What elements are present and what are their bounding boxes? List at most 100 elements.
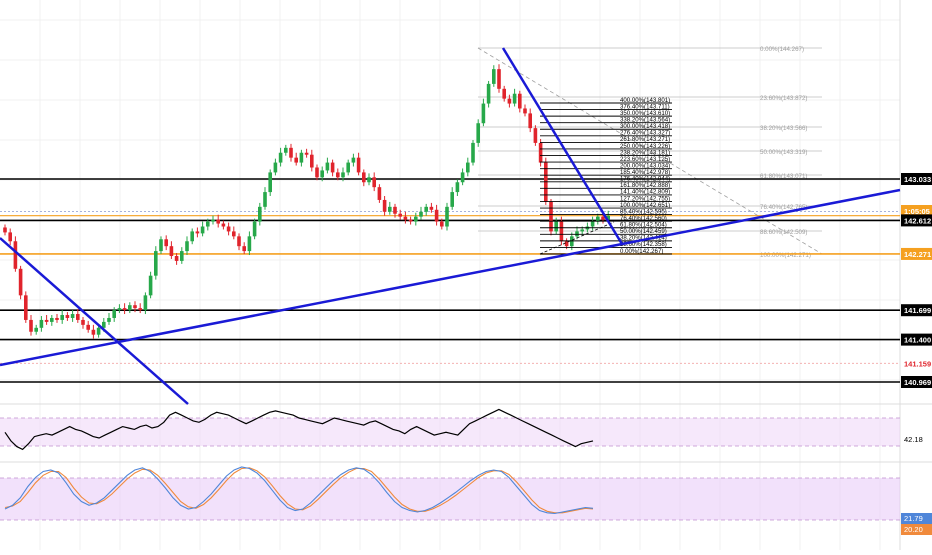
candle-body — [596, 216, 600, 222]
fib-retrace-label: 0.00%(144.267) — [760, 46, 804, 53]
fib-extension-label: 176.40%(142.944) — [620, 176, 670, 183]
candle-body — [278, 152, 283, 163]
fib-extension-label: 161.80%(142.888) — [620, 182, 670, 189]
candle-body — [60, 315, 64, 320]
candle-body — [601, 216, 605, 220]
candle-body — [304, 152, 309, 155]
candle-body — [164, 239, 168, 247]
candle-body — [39, 319, 44, 328]
fib-extension-label: 223.60%(143.125) — [620, 156, 670, 163]
candle-body — [408, 219, 413, 222]
candle-body — [221, 223, 226, 227]
price-label-142.271 — [901, 247, 932, 260]
candle-body — [414, 216, 418, 222]
candle-body — [518, 93, 522, 109]
fib-extension-label: 250.00%(143.226) — [620, 143, 670, 150]
fib-extension-label: 261.80%(143.271) — [620, 136, 670, 143]
candle-body — [91, 329, 96, 335]
candle-body — [128, 305, 132, 311]
trendlines[interactable] — [0, 47, 901, 405]
candle-body — [564, 241, 569, 247]
candle-body — [419, 211, 423, 217]
candle-body — [159, 239, 163, 252]
candle-body — [133, 305, 137, 309]
price-label-text: 140.969 — [904, 378, 931, 387]
rsi-value-bg — [901, 433, 932, 445]
candle-body — [268, 172, 272, 193]
candle-body — [174, 256, 179, 261]
candle-body — [3, 227, 7, 233]
candle-body — [362, 172, 366, 183]
candle-body — [55, 317, 59, 320]
fib-extension-label: 61.80%(142.504) — [620, 222, 667, 229]
candle-body — [429, 206, 434, 210]
fib-retrace-label: 76.40%(142.765) — [760, 204, 807, 211]
candle-body — [523, 108, 527, 114]
fib-extension-label: 238.20%(143.181) — [620, 149, 670, 156]
candle-body — [185, 241, 189, 252]
stoch-d-value-bg — [901, 524, 932, 535]
candle-body — [336, 172, 340, 178]
candle-body — [226, 226, 231, 232]
candle-body — [310, 154, 314, 168]
candle-body — [528, 113, 532, 129]
candle-body — [315, 167, 319, 178]
candle-body — [34, 327, 38, 332]
candle-body — [122, 308, 127, 311]
candle-body — [237, 236, 241, 247]
candle-body — [190, 231, 194, 242]
candle-body — [377, 187, 382, 200]
candle-body — [252, 221, 257, 237]
candle-body — [403, 216, 408, 220]
candle-body — [497, 69, 501, 89]
ascending-trendline — [0, 188, 901, 367]
candle-body — [455, 182, 460, 193]
candle-body — [70, 314, 75, 318]
candle-body — [81, 319, 85, 325]
candle-body — [65, 315, 70, 318]
candle-body — [216, 219, 220, 224]
candlestick-series — [3, 64, 610, 339]
candle-body — [476, 123, 480, 143]
candle-body — [549, 201, 553, 232]
price-label-141.699 — [901, 304, 932, 317]
indicator-panes — [0, 408, 900, 521]
fib-retrace-diagonal — [477, 47, 823, 255]
fib-extension-trend — [539, 221, 615, 255]
candle-body — [351, 157, 356, 163]
candle-body — [512, 93, 517, 104]
candle-body — [117, 308, 122, 311]
candle-body — [180, 251, 184, 261]
candle-body — [393, 206, 397, 214]
fib-retrace-label: 100.00%(142.271) — [760, 252, 811, 259]
candle-body — [325, 162, 330, 171]
fib-extension-label: 200.00%(143.034) — [620, 162, 670, 169]
candle-body — [29, 319, 33, 332]
rsi-value: 42.18 — [904, 435, 923, 444]
candle-body — [247, 236, 252, 252]
candle-body — [86, 324, 90, 330]
candle-body — [330, 162, 335, 173]
candle-body — [554, 221, 558, 232]
fib-retrace-label: 38.20%(143.566) — [760, 125, 807, 132]
candle-body — [24, 295, 28, 320]
candle-body — [559, 221, 564, 242]
candle-body — [450, 192, 454, 207]
price-axis[interactable]: 143.033142.7021:05:05142.612142.271141.6… — [901, 173, 932, 535]
candle-body — [102, 321, 106, 328]
stoch-k-value-bg — [901, 513, 932, 524]
candle-body — [18, 268, 23, 296]
candle-body — [492, 69, 496, 84]
fib-extension-label: 23.60%(142.358) — [620, 241, 667, 248]
candle-body — [107, 317, 111, 322]
candle-body — [341, 172, 345, 178]
candle-body — [232, 231, 236, 237]
candle-body — [507, 98, 512, 104]
candle-body — [346, 162, 350, 173]
stoch-k-line — [4, 466, 594, 515]
candle-body — [486, 83, 491, 104]
candle-body — [481, 103, 486, 124]
candle-body — [367, 177, 371, 183]
candle-body — [195, 231, 200, 234]
